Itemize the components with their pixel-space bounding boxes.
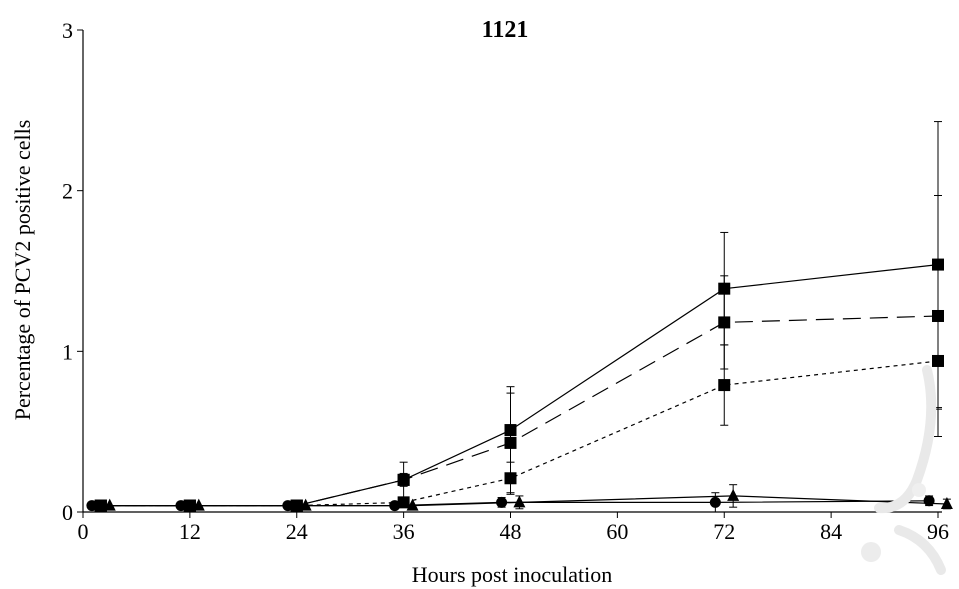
data-point-triangle (299, 498, 312, 511)
series-5 (103, 484, 953, 511)
x-tick-label: 72 (713, 519, 735, 544)
series-line (109, 495, 947, 507)
data-point-square (718, 379, 731, 392)
data-point-circle (923, 495, 935, 507)
data-marks (86, 121, 953, 513)
x-tick-label: 48 (500, 519, 522, 544)
y-tick-label: 3 (62, 18, 73, 43)
data-point-circle (709, 496, 721, 508)
data-point-triangle (727, 488, 740, 501)
x-tick-label: 84 (820, 519, 842, 544)
x-axis-label: Hours post inoculation (412, 562, 612, 587)
data-point-square (504, 472, 517, 485)
x-tick-label: 60 (606, 519, 628, 544)
series-3 (94, 312, 944, 512)
series-line (100, 264, 939, 507)
data-point-triangle (513, 495, 526, 508)
y-tick-label: 1 (62, 339, 73, 364)
data-point-triangle (406, 498, 419, 511)
data-point-square (718, 316, 731, 329)
data-point-square (932, 354, 944, 367)
data-point-triangle (103, 498, 116, 511)
data-point-square (397, 473, 410, 486)
x-tick-label: 24 (286, 519, 308, 544)
x-tick-label: 0 (78, 519, 89, 544)
y-tick-label: 0 (62, 500, 73, 525)
x-tick-label: 96 (927, 519, 949, 544)
series-1 (94, 121, 944, 512)
x-tick-label: 12 (179, 519, 201, 544)
x-tick-label: 36 (393, 519, 415, 544)
data-point-circle (86, 500, 98, 512)
data-point-square (504, 436, 517, 449)
y-axis-label: Percentage of PCV2 positive cells (10, 120, 35, 421)
chart-title: 1121 (482, 17, 529, 43)
series-line (100, 315, 939, 507)
y-tick-label: 2 (62, 179, 73, 204)
data-point-triangle (192, 498, 205, 511)
series-2 (94, 194, 944, 512)
series-line (100, 360, 939, 507)
data-point-triangle (940, 496, 953, 509)
